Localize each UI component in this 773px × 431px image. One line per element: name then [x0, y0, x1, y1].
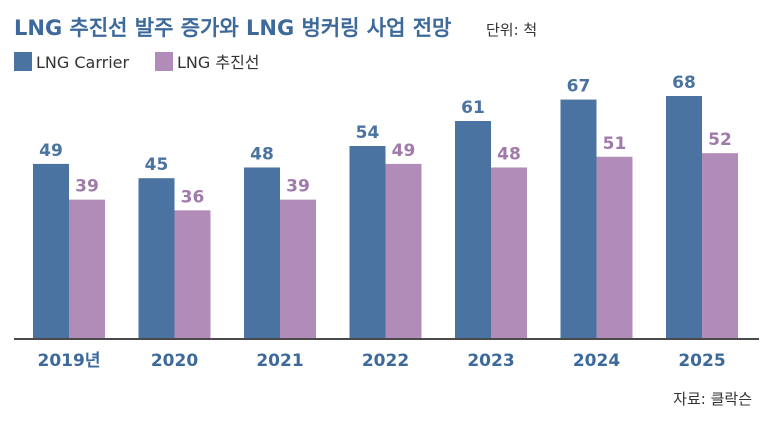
value-label-carrier: 54 — [356, 123, 380, 143]
value-label-carrier: 67 — [567, 77, 591, 97]
bar-carrier — [138, 178, 175, 339]
x-axis-ticks: 2019년 2020 2021 2022 2023 2024 2025 — [38, 351, 726, 371]
value-label-carrier: 49 — [39, 141, 63, 161]
legend-swatch-carrier — [14, 52, 32, 71]
value-label-propulsion: 51 — [603, 134, 627, 154]
source-label: 자료: 클락슨 — [673, 390, 752, 408]
value-label-propulsion: 49 — [392, 141, 416, 161]
bar-carrier — [33, 163, 69, 339]
x-tick-label: 2021 — [256, 351, 303, 371]
value-label-carrier: 48 — [250, 144, 274, 164]
bar-carrier — [560, 99, 597, 339]
bar-propulsion — [174, 210, 211, 339]
bars — [33, 96, 738, 339]
legend-label-carrier: LNG Carrier — [36, 53, 130, 72]
x-tick-label: 2019년 — [38, 351, 101, 371]
x-tick-label: 2024 — [573, 351, 620, 371]
bar-propulsion — [280, 199, 316, 339]
value-label-propulsion: 36 — [181, 187, 205, 207]
value-label-propulsion: 39 — [286, 177, 310, 197]
bar-carrier — [349, 146, 386, 339]
x-tick-label: 2020 — [151, 351, 198, 371]
bar-propulsion — [385, 163, 422, 339]
bar-propulsion — [69, 199, 105, 339]
value-label-propulsion: 48 — [497, 144, 521, 164]
legend: LNG Carrier LNG 추진선 — [14, 52, 260, 72]
x-tick-label: 2023 — [467, 351, 514, 371]
bar-carrier — [244, 167, 280, 339]
legend-label-propulsion: LNG 추진선 — [177, 53, 260, 72]
x-tick-label: 2022 — [362, 351, 409, 371]
value-label-carrier: 61 — [461, 98, 485, 118]
bar-propulsion — [596, 156, 633, 339]
value-labels: 49 39 45 36 48 39 54 49 61 48 67 51 68 52 — [39, 73, 732, 207]
value-label-carrier: 45 — [145, 155, 169, 175]
bar-propulsion — [491, 167, 527, 339]
bar-carrier — [666, 96, 702, 339]
value-label-carrier: 68 — [672, 73, 696, 93]
bar-propulsion — [702, 153, 738, 339]
value-label-propulsion: 52 — [708, 130, 732, 150]
legend-swatch-propulsion — [155, 52, 173, 71]
x-tick-label: 2025 — [678, 351, 725, 371]
unit-label: 단위: 척 — [486, 21, 537, 39]
value-label-propulsion: 39 — [75, 177, 99, 197]
chart-title: LNG 추진선 발주 증가와 LNG 벙커링 사업 전망 — [14, 16, 451, 40]
bar-carrier — [455, 121, 491, 339]
